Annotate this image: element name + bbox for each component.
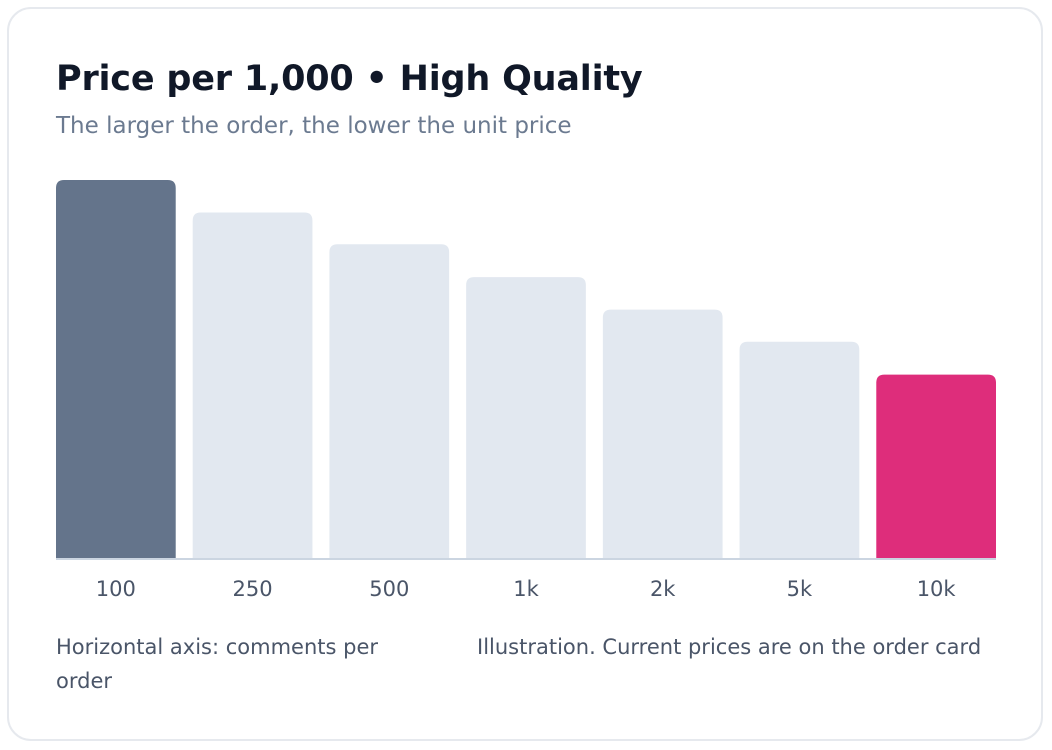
bar-2k bbox=[602, 309, 723, 558]
bar-10k bbox=[876, 374, 996, 558]
x-tick-label-2k: 2k bbox=[650, 577, 676, 601]
disclaimer-note: Illustration. Current prices are on the … bbox=[477, 635, 982, 659]
x-tick-label-5k: 5k bbox=[787, 577, 813, 601]
bar-500 bbox=[329, 244, 450, 558]
bar-5k bbox=[739, 341, 860, 558]
bars-group bbox=[56, 180, 996, 558]
chart-subtitle: The larger the order, the lower the unit… bbox=[56, 113, 572, 139]
x-tick-label-100: 100 bbox=[96, 577, 136, 601]
chart-title: Price per 1,000 • High Quality bbox=[56, 59, 643, 99]
axis-note: Horizontal axis: comments per order bbox=[56, 635, 378, 693]
x-tick-labels: 100 250 500 1k 2k 5k 10k bbox=[96, 577, 957, 601]
bar-1k bbox=[466, 277, 586, 558]
x-tick-label-10k: 10k bbox=[917, 577, 957, 601]
bar-250 bbox=[192, 212, 313, 558]
x-tick-label-250: 250 bbox=[233, 577, 273, 601]
bar-100 bbox=[56, 180, 176, 558]
x-tick-label-1k: 1k bbox=[513, 577, 539, 601]
x-tick-label-500: 500 bbox=[369, 577, 409, 601]
